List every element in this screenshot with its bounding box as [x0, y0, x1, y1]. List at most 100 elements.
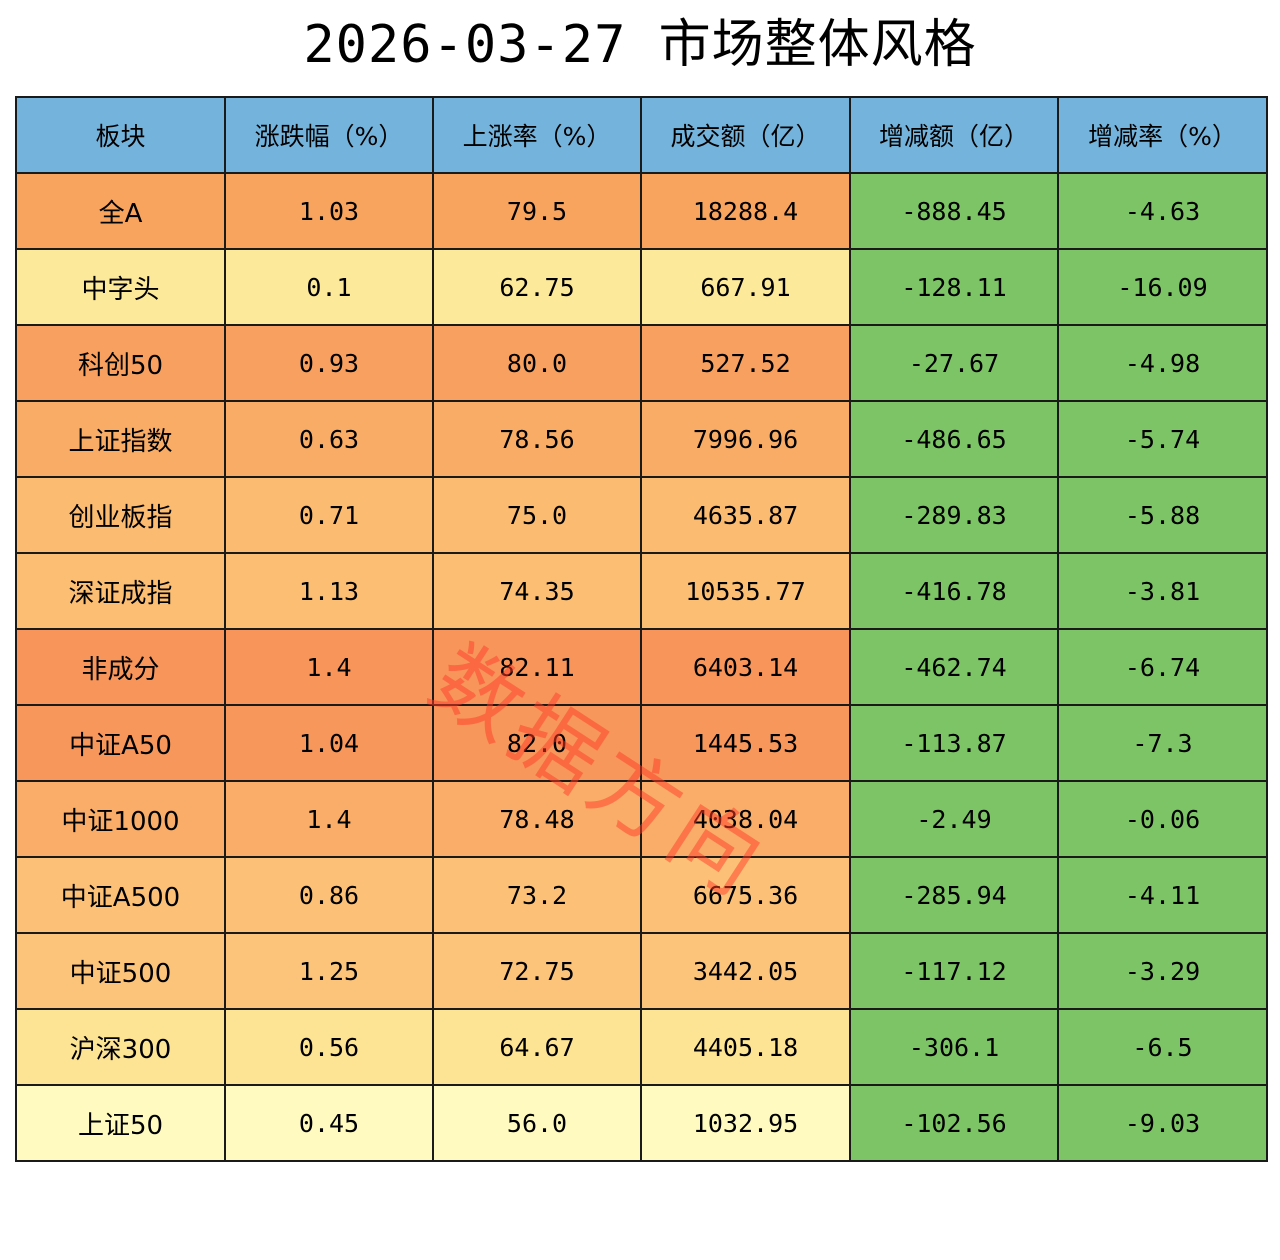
- cell-sector-name: 中证500: [15, 932, 226, 1010]
- cell-delta-rate: -4.63: [1057, 172, 1268, 250]
- cell-up-ratio: 73.2: [432, 856, 642, 934]
- cell-delta-amount: -128.11: [849, 248, 1059, 326]
- cell-change-pct: 0.93: [224, 324, 434, 402]
- market-style-table: 板块 涨跌幅（%） 上涨率（%） 成交额（亿） 增减额（亿） 增减率（%） 全A…: [15, 96, 1268, 1162]
- cell-delta-amount: -306.1: [849, 1008, 1059, 1086]
- cell-sector-name: 深证成指: [15, 552, 226, 630]
- cell-sector-name: 上证50: [15, 1084, 226, 1162]
- table-title: 2026-03-27 市场整体风格: [303, 15, 977, 75]
- cell-turnover: 527.52: [640, 324, 851, 402]
- cell-delta-rate: -5.88: [1057, 476, 1268, 554]
- header-cell-sector: 板块: [15, 96, 226, 174]
- cell-up-ratio: 78.56: [432, 400, 642, 478]
- cell-turnover: 6403.14: [640, 628, 851, 706]
- table-row: 上证50 0.45 56.0 1032.95 -102.56 -9.03: [15, 1084, 1268, 1162]
- cell-delta-rate: -5.74: [1057, 400, 1268, 478]
- cell-up-ratio: 74.35: [432, 552, 642, 630]
- header-cell-turnover: 成交额（亿）: [640, 96, 851, 174]
- cell-sector-name: 非成分: [15, 628, 226, 706]
- cell-change-pct: 0.63: [224, 400, 434, 478]
- cell-sector-name: 上证指数: [15, 400, 226, 478]
- cell-sector-name: 科创50: [15, 324, 226, 402]
- cell-delta-rate: -9.03: [1057, 1084, 1268, 1162]
- cell-delta-amount: -27.67: [849, 324, 1059, 402]
- cell-up-ratio: 82.0: [432, 704, 642, 782]
- cell-delta-rate: -3.81: [1057, 552, 1268, 630]
- table-row: 上证指数 0.63 78.56 7996.96 -486.65 -5.74: [15, 400, 1268, 478]
- table-body: 全A 1.03 79.5 18288.4 -888.45 -4.63 中字头 0.1 62.75…: [15, 172, 1268, 1162]
- header-cell-change-pct: 涨跌幅（%）: [224, 96, 434, 174]
- cell-up-ratio: 78.48: [432, 780, 642, 858]
- cell-turnover: 1445.53: [640, 704, 851, 782]
- cell-change-pct: 1.03: [224, 172, 434, 250]
- cell-up-ratio: 79.5: [432, 172, 642, 250]
- table-row: 中证A50 1.04 82.0 1445.53 -113.87 -7.3: [15, 704, 1268, 782]
- table-row: 中证500 1.25 72.75 3442.05 -117.12 -3.29: [15, 932, 1268, 1010]
- cell-change-pct: 0.56: [224, 1008, 434, 1086]
- cell-sector-name: 中证A500: [15, 856, 226, 934]
- cell-delta-rate: -16.09: [1057, 248, 1268, 326]
- cell-sector-name: 中证A50: [15, 704, 226, 782]
- cell-delta-rate: -3.29: [1057, 932, 1268, 1010]
- cell-change-pct: 1.25: [224, 932, 434, 1010]
- cell-delta-amount: -113.87: [849, 704, 1059, 782]
- cell-sector-name: 创业板指: [15, 476, 226, 554]
- cell-delta-rate: -4.98: [1057, 324, 1268, 402]
- cell-turnover: 667.91: [640, 248, 851, 326]
- cell-change-pct: 1.4: [224, 628, 434, 706]
- cell-turnover: 10535.77: [640, 552, 851, 630]
- cell-up-ratio: 75.0: [432, 476, 642, 554]
- cell-sector-name: 全A: [15, 172, 226, 250]
- cell-change-pct: 0.71: [224, 476, 434, 554]
- cell-delta-rate: -0.06: [1057, 780, 1268, 858]
- cell-change-pct: 1.4: [224, 780, 434, 858]
- table-row: 科创50 0.93 80.0 527.52 -27.67 -4.98: [15, 324, 1268, 402]
- header-cell-delta-rate: 增减率（%）: [1057, 96, 1268, 174]
- cell-turnover: 4405.18: [640, 1008, 851, 1086]
- cell-change-pct: 0.86: [224, 856, 434, 934]
- cell-up-ratio: 80.0: [432, 324, 642, 402]
- cell-change-pct: 0.45: [224, 1084, 434, 1162]
- cell-up-ratio: 56.0: [432, 1084, 642, 1162]
- table-row: 中证A500 0.86 73.2 6675.36 -285.94 -4.11: [15, 856, 1268, 934]
- cell-sector-name: 中字头: [15, 248, 226, 326]
- cell-delta-amount: -888.45: [849, 172, 1059, 250]
- cell-delta-amount: -102.56: [849, 1084, 1059, 1162]
- header-cell-delta-amount: 增减额（亿）: [849, 96, 1059, 174]
- cell-delta-amount: -289.83: [849, 476, 1059, 554]
- cell-delta-rate: -6.5: [1057, 1008, 1268, 1086]
- cell-sector-name: 中证1000: [15, 780, 226, 858]
- cell-turnover: 7996.96: [640, 400, 851, 478]
- table-row: 沪深300 0.56 64.67 4405.18 -306.1 -6.5: [15, 1008, 1268, 1086]
- cell-up-ratio: 62.75: [432, 248, 642, 326]
- table-row: 中证1000 1.4 78.48 4038.04 -2.49 -0.06: [15, 780, 1268, 858]
- cell-delta-rate: -4.11: [1057, 856, 1268, 934]
- table-row: 创业板指 0.71 75.0 4635.87 -289.83 -5.88: [15, 476, 1268, 554]
- cell-up-ratio: 82.11: [432, 628, 642, 706]
- cell-delta-rate: -7.3: [1057, 704, 1268, 782]
- cell-sector-name: 沪深300: [15, 1008, 226, 1086]
- cell-up-ratio: 72.75: [432, 932, 642, 1010]
- table-row: 非成分 1.4 82.11 6403.14 -462.74 -6.74: [15, 628, 1268, 706]
- header-row: 板块 涨跌幅（%） 上涨率（%） 成交额（亿） 增减额（亿） 增减率（%）: [15, 96, 1268, 174]
- header-cell-up-ratio: 上涨率（%）: [432, 96, 642, 174]
- cell-change-pct: 0.1: [224, 248, 434, 326]
- cell-turnover: 3442.05: [640, 932, 851, 1010]
- cell-turnover: 6675.36: [640, 856, 851, 934]
- cell-delta-amount: -117.12: [849, 932, 1059, 1010]
- cell-change-pct: 1.13: [224, 552, 434, 630]
- cell-turnover: 1032.95: [640, 1084, 851, 1162]
- cell-turnover: 18288.4: [640, 172, 851, 250]
- cell-turnover: 4635.87: [640, 476, 851, 554]
- cell-delta-amount: -416.78: [849, 552, 1059, 630]
- cell-delta-amount: -2.49: [849, 780, 1059, 858]
- cell-delta-amount: -462.74: [849, 628, 1059, 706]
- table-row: 中字头 0.1 62.75 667.91 -128.11 -16.09: [15, 248, 1268, 326]
- cell-up-ratio: 64.67: [432, 1008, 642, 1086]
- cell-delta-amount: -486.65: [849, 400, 1059, 478]
- cell-delta-amount: -285.94: [849, 856, 1059, 934]
- cell-change-pct: 1.04: [224, 704, 434, 782]
- table-row: 全A 1.03 79.5 18288.4 -888.45 -4.63: [15, 172, 1268, 250]
- cell-turnover: 4038.04: [640, 780, 851, 858]
- cell-delta-rate: -6.74: [1057, 628, 1268, 706]
